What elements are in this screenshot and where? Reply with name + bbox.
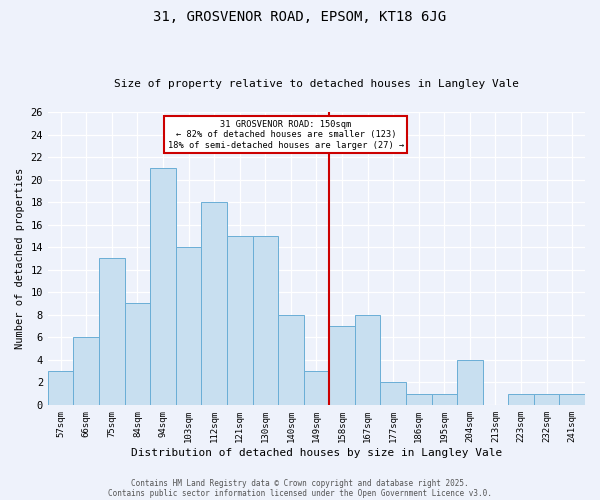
Bar [176, 247, 202, 405]
Bar [99, 258, 125, 405]
X-axis label: Distribution of detached houses by size in Langley Vale: Distribution of detached houses by size … [131, 448, 502, 458]
Bar [73, 338, 99, 405]
Bar [508, 394, 534, 405]
Y-axis label: Number of detached properties: Number of detached properties [15, 168, 25, 349]
Bar [431, 394, 457, 405]
Text: 31, GROSVENOR ROAD, EPSOM, KT18 6JG: 31, GROSVENOR ROAD, EPSOM, KT18 6JG [154, 10, 446, 24]
Bar [457, 360, 482, 405]
Text: Contains public sector information licensed under the Open Government Licence v3: Contains public sector information licen… [108, 488, 492, 498]
Title: Size of property relative to detached houses in Langley Vale: Size of property relative to detached ho… [114, 79, 519, 89]
Bar [380, 382, 406, 405]
Bar [253, 236, 278, 405]
Bar [534, 394, 559, 405]
Bar [227, 236, 253, 405]
Bar [202, 202, 227, 405]
Bar [125, 304, 150, 405]
Bar [355, 314, 380, 405]
Text: 31 GROSVENOR ROAD: 150sqm
← 82% of detached houses are smaller (123)
18% of semi: 31 GROSVENOR ROAD: 150sqm ← 82% of detac… [167, 120, 404, 150]
Text: Contains HM Land Registry data © Crown copyright and database right 2025.: Contains HM Land Registry data © Crown c… [131, 478, 469, 488]
Bar [48, 371, 73, 405]
Bar [559, 394, 585, 405]
Bar [406, 394, 431, 405]
Bar [329, 326, 355, 405]
Bar [150, 168, 176, 405]
Bar [278, 314, 304, 405]
Bar [304, 371, 329, 405]
